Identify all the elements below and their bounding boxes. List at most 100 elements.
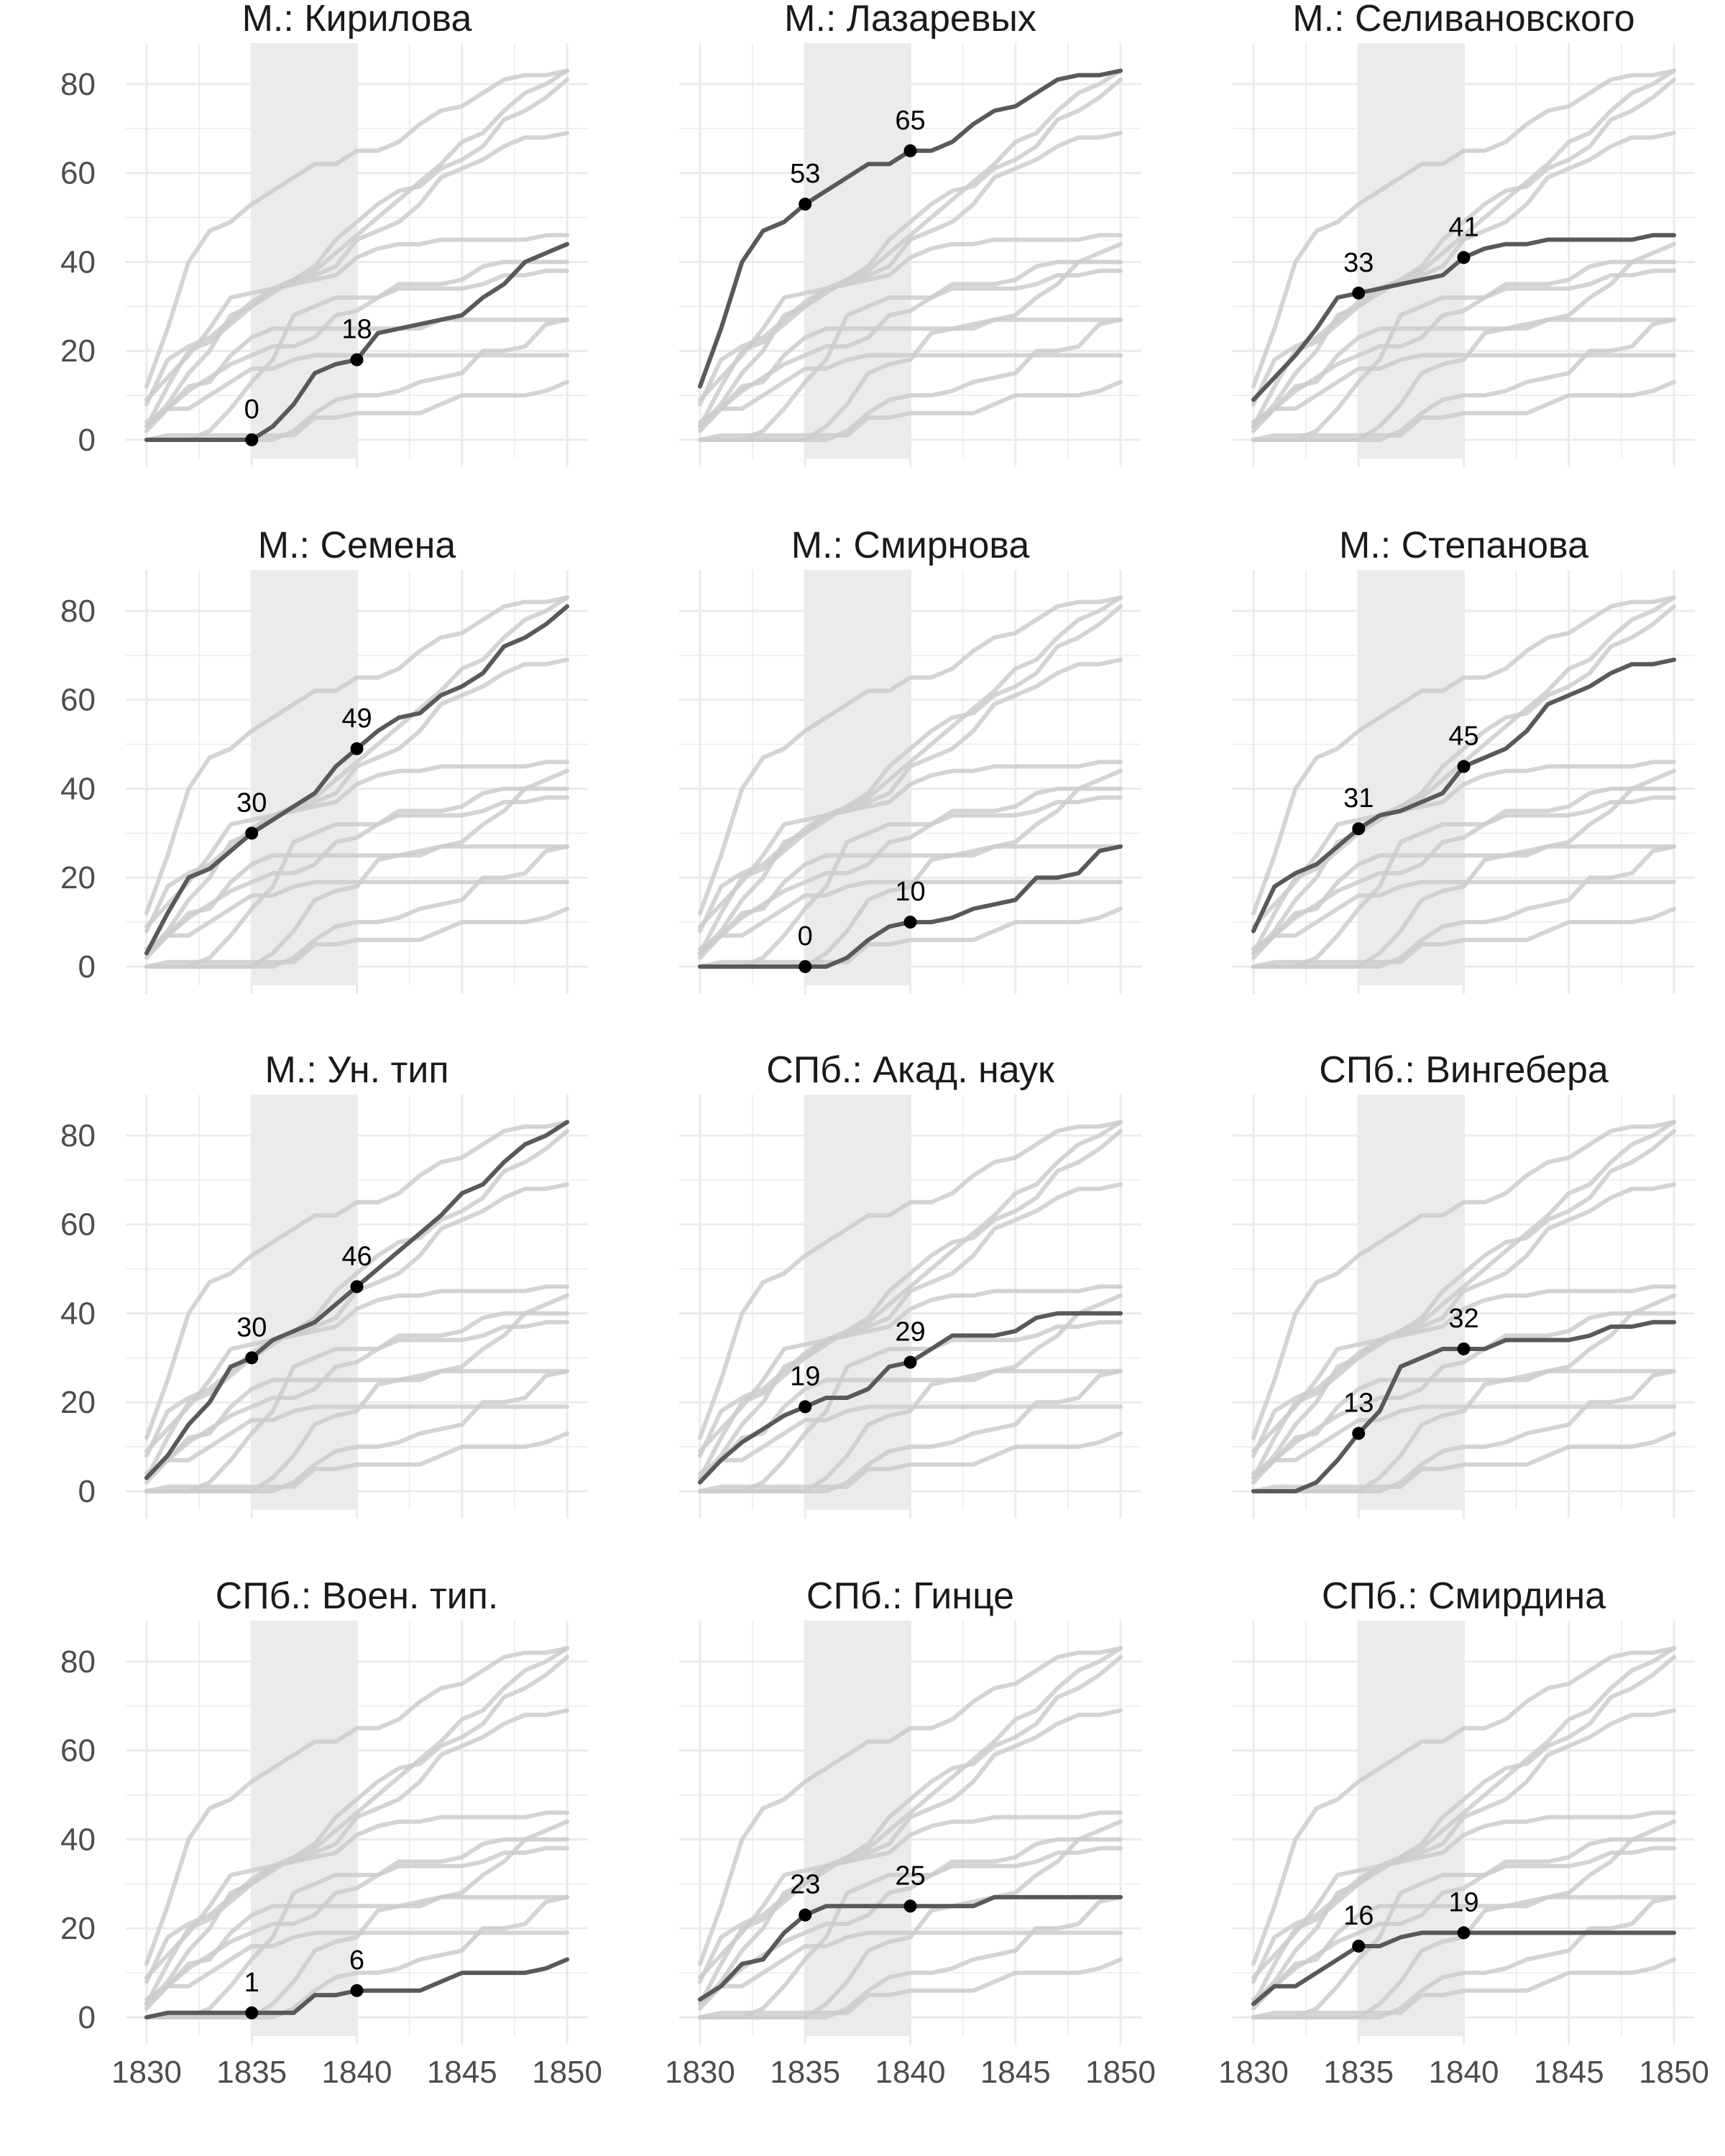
y-tick-label: 20 (60, 333, 96, 369)
data-point (1352, 286, 1366, 300)
background-series-line (1251, 1810, 1677, 1980)
panel-7: 30 46 М.: Ун. тип 0 20 40 60 80 (60, 1049, 588, 1519)
background-series-line (144, 595, 570, 956)
data-point (799, 1400, 812, 1414)
background-series-line (697, 379, 1123, 442)
y-tick-label: 20 (60, 1911, 96, 1946)
data-point (245, 2006, 259, 2019)
background-series-line (144, 233, 570, 402)
data-label: 49 (341, 704, 372, 734)
data-label: 32 (1448, 1304, 1478, 1334)
x-tick-label: 1830 (1218, 2055, 1289, 2090)
data-label: 19 (1448, 1887, 1478, 1917)
data-point (245, 1351, 259, 1365)
panel-title: М.: Степанова (1339, 525, 1588, 566)
data-point (1352, 1939, 1366, 1953)
data-label: 41 (1448, 212, 1478, 242)
y-tick-label: 40 (60, 1296, 96, 1331)
background-series-line (697, 353, 1123, 429)
x-tick-label: 1850 (1085, 2055, 1156, 2090)
background-series-line (1251, 317, 1677, 425)
background-series-line (697, 1404, 1123, 1480)
x-tick-label: 1835 (1323, 2055, 1394, 2090)
data-point (245, 433, 259, 446)
background-series-line (144, 795, 570, 969)
y-tick-label: 40 (60, 771, 96, 806)
data-point (350, 353, 364, 367)
background-series-line (144, 1319, 570, 1493)
background-series-line (697, 595, 1123, 916)
background-series-line (144, 658, 570, 934)
background-series-line (1251, 1894, 1677, 2019)
x-tick-label: 1840 (1429, 2055, 1499, 2090)
background-series-line (144, 906, 570, 969)
data-point (903, 144, 917, 157)
data-point (903, 1899, 917, 1913)
background-series-line (1251, 906, 1677, 969)
background-series-line (1251, 1646, 1677, 1966)
background-series-line (144, 1810, 570, 1980)
y-tick-label: 60 (60, 156, 96, 191)
background-series-line (697, 1708, 1123, 1984)
background-series-line (1251, 1120, 1677, 1440)
data-point (1457, 1342, 1471, 1355)
background-series-line (1251, 68, 1677, 429)
background-series-line (1251, 880, 1677, 956)
data-label: 45 (1448, 722, 1478, 752)
panel-2: 53 65 М.: Лазаревых (679, 0, 1141, 467)
background-series-line (697, 1646, 1123, 1966)
y-tick-label: 80 (60, 594, 96, 629)
data-point (350, 1984, 364, 1997)
background-series-line (697, 658, 1123, 934)
background-series-line (1251, 844, 1677, 969)
data-point (245, 826, 259, 840)
panel-11: 23 25 СПб.: Гинце 1830 1835 1840 1845 1850 (665, 1575, 1156, 2090)
background-series-line (1251, 1894, 1677, 2002)
background-series-line (697, 1284, 1123, 1454)
data-label: 25 (895, 1861, 925, 1891)
data-point (1457, 251, 1471, 264)
background-series-line (1251, 844, 1677, 952)
y-tick-label: 40 (60, 244, 96, 280)
background-series-line (697, 131, 1123, 407)
panel-title: М.: Смирнова (791, 525, 1030, 566)
data-label: 16 (1343, 1901, 1374, 1931)
background-series-line (1251, 131, 1677, 407)
panel-title: СПб.: Воен. тип. (216, 1575, 499, 1617)
data-label: 0 (798, 921, 813, 952)
background-series-line (144, 1368, 570, 1493)
background-series-line (144, 880, 570, 956)
background-series-line (1251, 1368, 1677, 1476)
background-series-line (144, 1431, 570, 1493)
data-label: 19 (790, 1361, 820, 1391)
background-series-line (144, 268, 570, 442)
data-label: 10 (895, 877, 925, 907)
background-series-line (1251, 1368, 1677, 1493)
background-series-line (144, 1894, 570, 2002)
background-series-line (144, 1284, 570, 1454)
background-series-line (144, 1930, 570, 2007)
y-tick-label: 80 (60, 1644, 96, 1680)
background-series-line (144, 1646, 570, 2007)
background-series-line (697, 760, 1123, 929)
y-tick-label: 0 (78, 1474, 96, 1509)
background-series-line (697, 1120, 1123, 1480)
background-series-line (697, 844, 1123, 952)
background-series-line (697, 595, 1123, 956)
y-tick-label: 0 (78, 423, 96, 458)
data-label: 46 (341, 1241, 372, 1271)
x-tick-label: 1850 (1639, 2055, 1709, 2090)
panel-4: 30 49 М.: Семена 0 20 40 60 80 (60, 525, 588, 994)
panel-title: СПб.: Смирдина (1322, 1575, 1606, 1617)
y-tick-label: 60 (60, 683, 96, 718)
data-label: 6 (349, 1945, 364, 1976)
background-series-line (1251, 1846, 1677, 2019)
x-tick-label: 1845 (1534, 2055, 1604, 2090)
background-series-line (144, 1708, 570, 1984)
data-label: 30 (236, 1312, 267, 1342)
background-series-line (697, 906, 1123, 969)
data-label: 53 (790, 159, 820, 189)
data-label: 30 (236, 788, 267, 818)
background-series-line (144, 1120, 570, 1440)
